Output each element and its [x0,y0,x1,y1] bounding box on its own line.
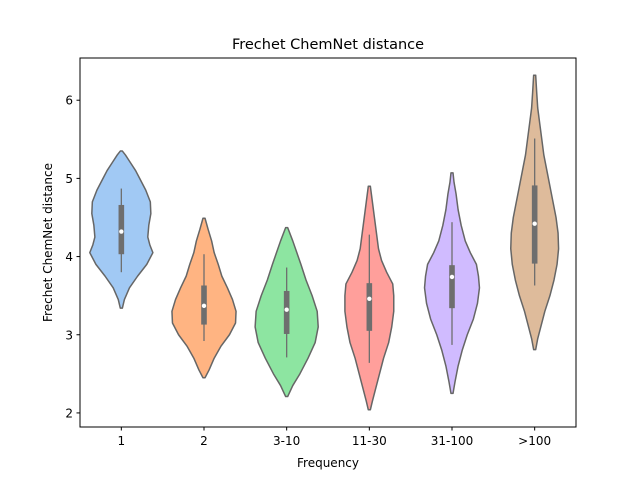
x-tick-label: >100 [518,434,551,448]
x-axis: 1 2 3-10 11-30 31-100 >100 [118,427,551,448]
y-tick-label: 6 [65,94,73,108]
violin-31-100 [423,172,481,395]
violin-median [449,274,455,280]
violin-median [119,229,124,234]
violin-1 [89,150,154,309]
violin-median [367,296,372,301]
x-tick-label: 1 [118,434,126,448]
violin-2 [171,217,237,379]
violin-box [449,265,455,309]
y-tick-label: 5 [65,172,73,186]
violin-11-30 [344,185,395,411]
y-tick-label: 2 [65,406,73,420]
violin-median [284,307,289,312]
y-tick-label: 4 [65,250,73,264]
violin-median [201,303,207,309]
y-axis-label: Frechet ChemNet distance [41,163,55,322]
violin-median [532,221,537,226]
plot-area-frame [79,57,577,428]
violin-box [283,290,290,334]
x-tick-label: 11-30 [352,434,387,448]
y-tick-label: 3 [65,328,73,342]
x-axis-label: Frequency [297,456,359,470]
violin->100 [510,74,560,351]
violin-box [366,283,373,331]
y-axis: 2 3 4 5 6 [65,94,80,420]
x-tick-label: 31-100 [431,434,474,448]
x-tick-label: 2 [200,434,208,448]
violins-layer [89,74,560,411]
chart-title: Frechet ChemNet distance [232,37,424,53]
violin-3-10 [254,226,319,398]
x-tick-label: 3-10 [273,434,300,448]
